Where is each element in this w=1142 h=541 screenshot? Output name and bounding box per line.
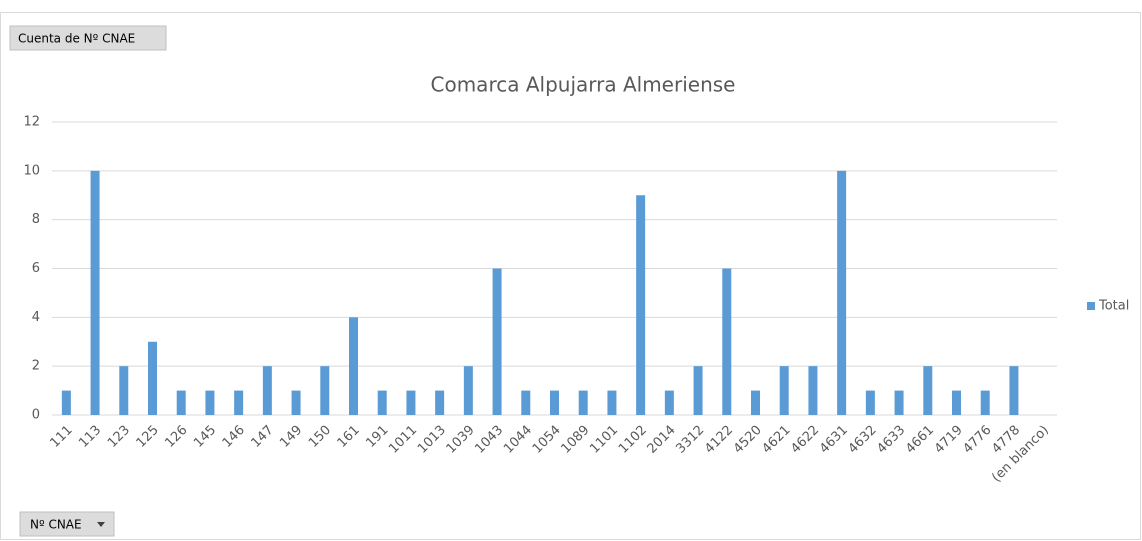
bar [550, 390, 559, 415]
bar [61, 390, 71, 415]
bar [320, 366, 330, 415]
bar [463, 366, 473, 415]
legend-marker [1087, 302, 1095, 310]
bar [779, 366, 789, 415]
chart-title: Comarca Alpujarra Almeriense [431, 73, 736, 97]
bar [693, 366, 703, 415]
bar [980, 390, 990, 415]
y-tick-label: 6 [32, 261, 40, 276]
bar [205, 390, 215, 415]
bar [377, 390, 387, 415]
bar [865, 390, 875, 415]
y-tick-label: 4 [32, 310, 40, 325]
dropdown-arrow [97, 522, 105, 527]
bar [406, 390, 416, 415]
bar [578, 390, 588, 415]
bar [262, 366, 272, 415]
bar [751, 390, 760, 415]
y-tick-label: 0 [32, 408, 40, 423]
bar [176, 390, 186, 415]
bar [722, 268, 732, 415]
bar [234, 390, 244, 415]
button-label: Nº CNAE [30, 518, 82, 532]
bar [923, 366, 933, 415]
bar [119, 366, 129, 415]
value-field-button[interactable]: Cuenta de Nº CNAE [9, 25, 167, 51]
bar [521, 390, 531, 415]
bar [664, 390, 674, 415]
bar [808, 366, 818, 415]
bar [607, 390, 617, 415]
bar [894, 390, 904, 415]
bar [148, 341, 157, 415]
y-tick-label: 10 [23, 163, 40, 178]
bar [636, 195, 646, 415]
legend-label: Total [1098, 299, 1129, 314]
bar [435, 390, 445, 415]
button-bg [19, 511, 115, 537]
bar [90, 170, 100, 415]
axis-field-button[interactable]: Nº CNAE [19, 511, 115, 537]
bar [291, 390, 301, 415]
y-tick-label: 8 [32, 212, 40, 227]
bar [492, 268, 502, 415]
button-label: Cuenta de Nº CNAE [18, 32, 135, 46]
y-tick-label: 2 [32, 359, 40, 374]
button-bg [9, 25, 167, 51]
bar [349, 317, 358, 415]
bar [952, 390, 961, 415]
y-tick-label: 12 [23, 115, 40, 130]
bar [1009, 366, 1019, 415]
bar [837, 170, 847, 415]
chart-frame [0, 12, 1141, 540]
